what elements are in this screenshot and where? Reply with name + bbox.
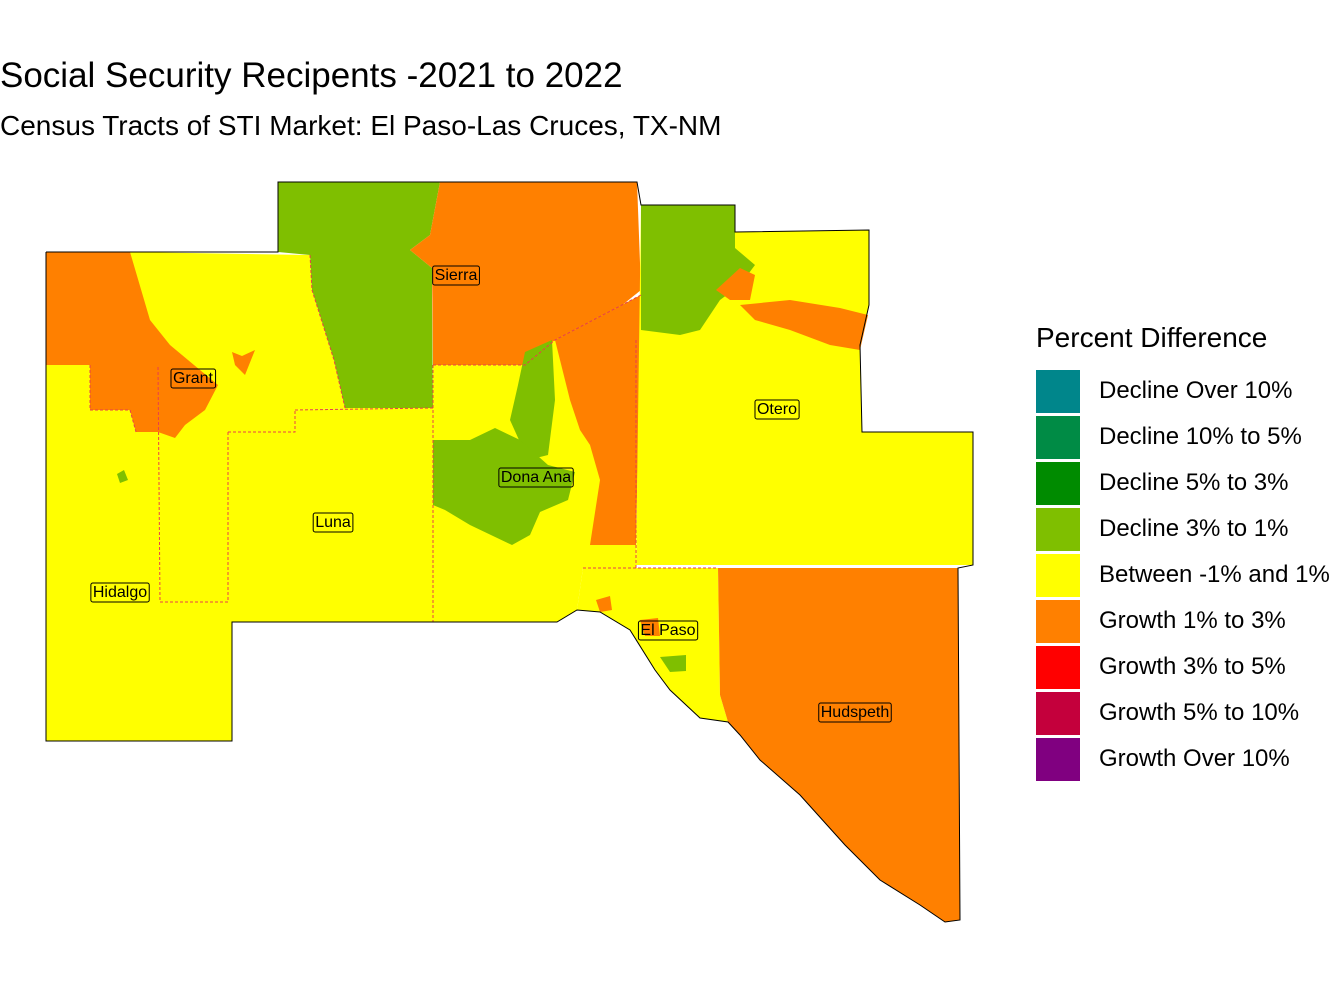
county-label-text: Otero — [757, 401, 797, 418]
tract-dona-ana-north — [510, 340, 555, 460]
county-label-el-paso: El Paso — [637, 620, 699, 641]
county-label-text: Dona Ana — [501, 469, 571, 486]
county-label-text: El Paso — [640, 622, 695, 639]
tract-dona-ana-east — [555, 295, 641, 545]
legend-label: Decline 10% to 5% — [1099, 423, 1302, 450]
county-label-box — [170, 368, 217, 389]
legend-item: Decline Over 10% — [1036, 368, 1330, 414]
county-label-box — [637, 620, 699, 641]
tract-grant-east — [130, 252, 345, 602]
tract-grant-small — [232, 350, 255, 375]
county-label-text: Luna — [315, 514, 351, 531]
state-outline — [45, 181, 974, 923]
legend-item: Growth Over 10% — [1036, 736, 1330, 782]
county-label-hudspeth: Hudspeth — [818, 702, 892, 723]
legend-label: Decline 3% to 1% — [1099, 515, 1289, 542]
legend-label: Growth Over 10% — [1099, 745, 1290, 772]
legend-label: Decline 5% to 3% — [1099, 469, 1289, 496]
legend-item: Growth 1% to 3% — [1036, 598, 1330, 644]
county-label-text: Hudspeth — [821, 704, 890, 721]
tract-el-paso-bits — [596, 596, 612, 612]
county-label-text: Sierra — [435, 267, 478, 284]
legend-item: Decline 10% to 5% — [1036, 414, 1330, 460]
tract-hidalgo-small — [117, 470, 128, 483]
legend-title: Percent Difference — [1036, 322, 1268, 353]
legend-swatch — [1036, 737, 1080, 781]
tract-sierra-west — [278, 182, 440, 408]
legend-swatch — [1036, 507, 1080, 551]
legend-swatch — [1036, 369, 1080, 413]
tract-hudspeth — [718, 568, 960, 922]
legend-swatch — [1036, 599, 1080, 643]
county-label-box — [754, 399, 800, 420]
legend-label: Growth 5% to 10% — [1099, 699, 1300, 726]
legend-swatch — [1036, 645, 1080, 689]
county-label-box — [818, 702, 892, 723]
county-label-grant: Grant — [170, 368, 217, 389]
tract-otero-orange-small — [716, 268, 755, 300]
county-labels: Sierra Grant Otero Dona Ana Luna Hidalgo El Pa… — [90, 265, 892, 723]
county-label-dona-ana: Dona Ana — [498, 467, 574, 488]
county-label-sierra: Sierra — [432, 265, 480, 286]
map-title: Social Security Recipents -2021 to 2022 — [0, 56, 623, 95]
county-label-box — [498, 467, 574, 488]
tract-polygons — [46, 182, 973, 922]
tract-el-paso-orange — [640, 618, 660, 636]
legend-item: Between -1% and 1% — [1036, 552, 1330, 598]
legend-items: Decline Over 10% Decline 10% to 5% Decline… — [1036, 368, 1330, 782]
county-label-text: Grant — [173, 370, 214, 387]
county-label-hidalgo: Hidalgo — [90, 582, 150, 603]
map-subtitle: Census Tracts of STI Market: El Paso-Las… — [0, 110, 722, 141]
legend-item: Decline 5% to 3% — [1036, 460, 1330, 506]
tract-otero-orange-east — [740, 300, 868, 350]
tract-sierra-east — [410, 182, 641, 365]
legend-swatch — [1036, 461, 1080, 505]
tract-el-paso — [577, 568, 728, 722]
tract-grant-west — [46, 252, 218, 438]
tract-otero-northwest — [641, 205, 755, 335]
tract-hidalgo — [46, 365, 232, 741]
county-label-box — [432, 265, 480, 286]
legend-item: Decline 3% to 1% — [1036, 506, 1330, 552]
legend-item: Growth 3% to 5% — [1036, 644, 1330, 690]
county-label-luna: Luna — [312, 512, 354, 533]
legend: Percent Difference Decline Over 10% Decli… — [1036, 322, 1330, 782]
county-borders — [89, 254, 718, 622]
choropleth-map: Sierra Grant Otero Dona Ana Luna Hidalgo El Pa… — [45, 181, 974, 923]
legend-swatch — [1036, 691, 1080, 735]
county-label-text: Hidalgo — [93, 584, 147, 601]
county-label-otero: Otero — [754, 399, 800, 420]
legend-label: Growth 1% to 3% — [1099, 607, 1286, 634]
legend-swatch — [1036, 553, 1080, 597]
legend-item: Growth 5% to 10% — [1036, 690, 1330, 736]
legend-label: Growth 3% to 5% — [1099, 653, 1286, 680]
legend-label: Decline Over 10% — [1099, 377, 1293, 404]
tract-luna — [228, 408, 433, 622]
county-label-box — [90, 582, 150, 603]
county-label-box — [312, 512, 354, 533]
legend-label: Between -1% and 1% — [1099, 561, 1330, 588]
tract-el-paso-green — [660, 655, 686, 672]
legend-swatch — [1036, 415, 1080, 459]
